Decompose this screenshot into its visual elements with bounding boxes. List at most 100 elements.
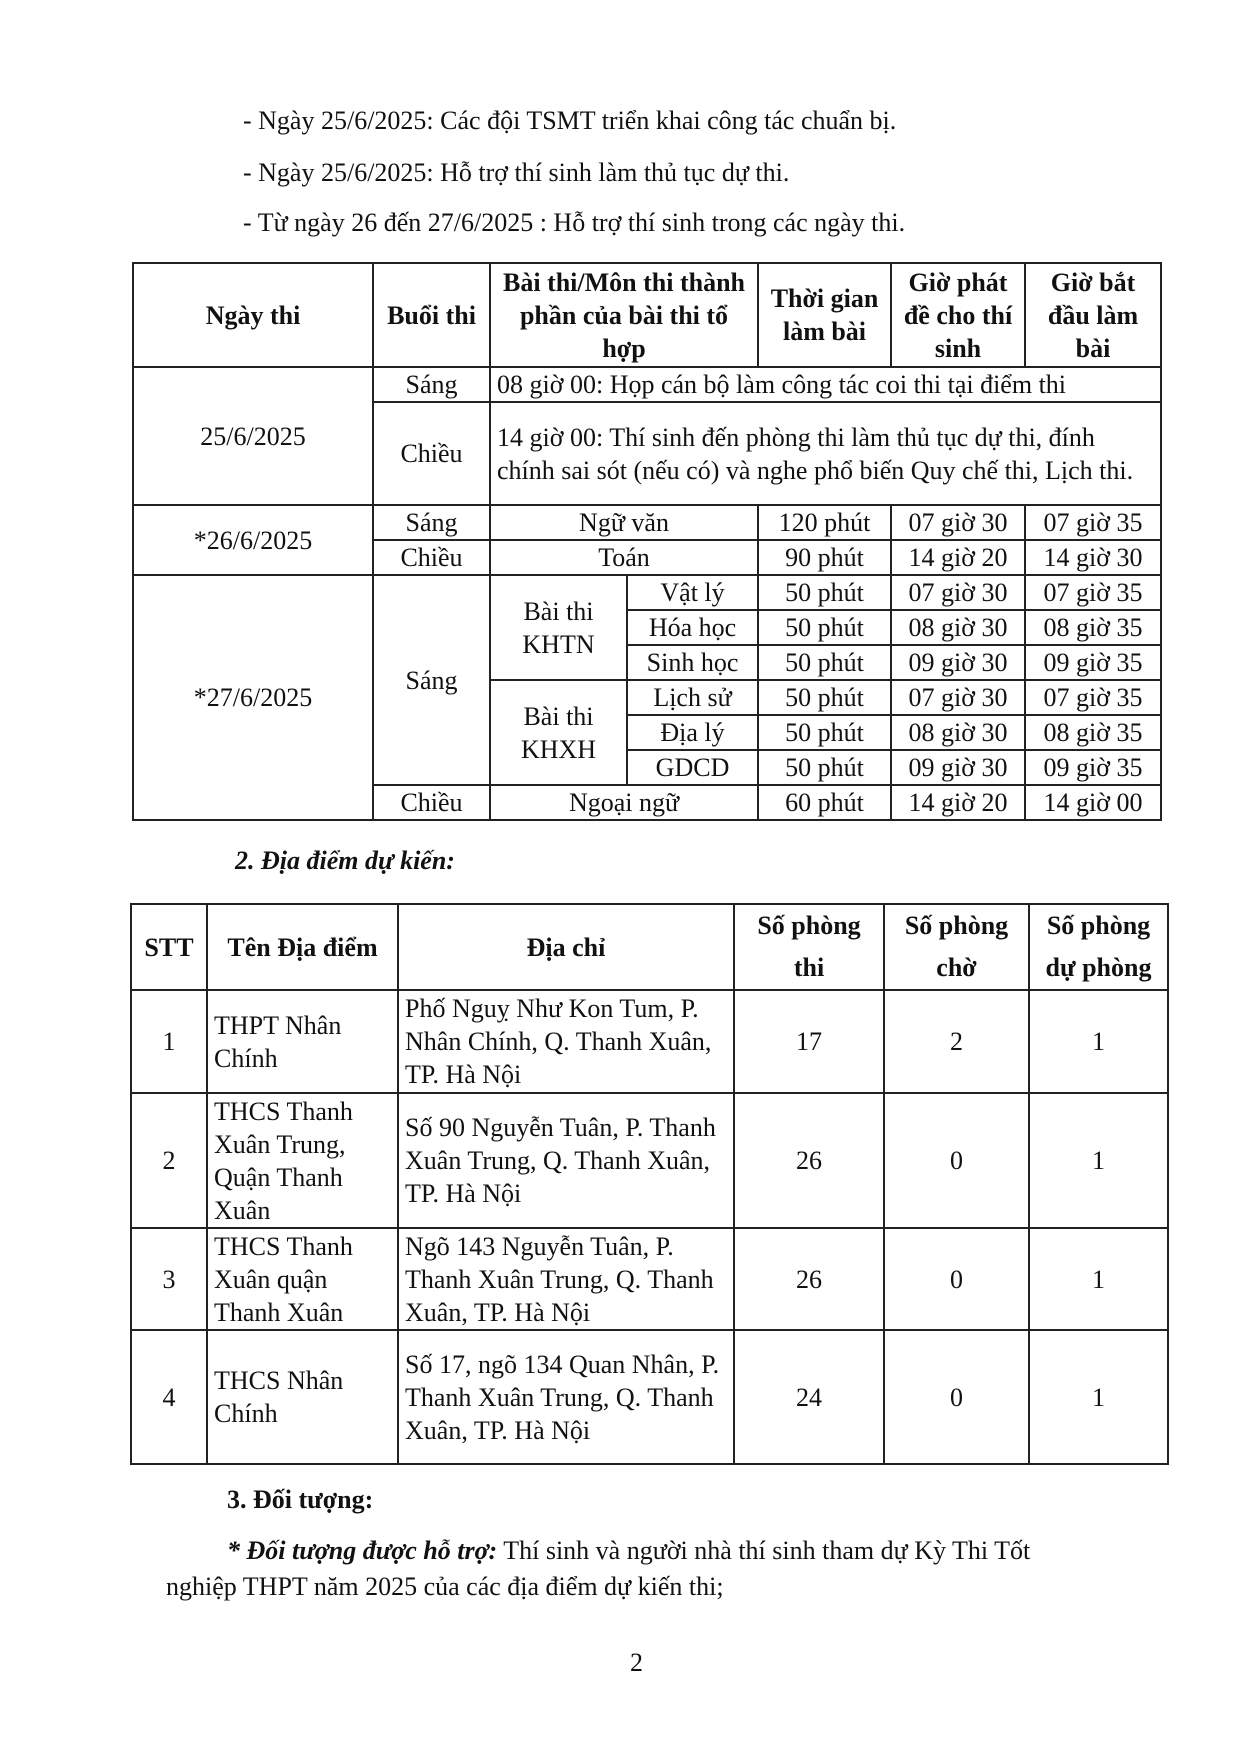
subject-cell: Sinh học [625, 644, 760, 681]
distribute-cell: 14 giờ 20 [890, 784, 1027, 821]
header-date: Ngày thi [132, 262, 374, 368]
header-start: Giờ bắt đầu làm bài [1024, 262, 1163, 368]
reserve-cell: 1 [1028, 989, 1169, 1094]
stt-cell: 3 [130, 1227, 208, 1331]
subject-cell: Vật lý [625, 574, 760, 611]
distribute-cell: 08 giờ 30 [890, 609, 1027, 646]
date-cell: 25/6/2025 [132, 366, 374, 506]
table-row: Chiều Toán 90 phút 14 giờ 20 14 giờ 30 [133, 539, 1163, 576]
page-number: 2 [630, 1648, 643, 1677]
section-3-title: 3. Đối tượng: [227, 1485, 374, 1514]
rooms-cell: 26 [733, 1092, 885, 1229]
table-row: 2 THCS Thanh Xuân Trung, Quận Thanh Xuân S… [130, 1092, 1169, 1229]
intro-line: - Ngày 25/6/2025: Hỗ trợ thí sinh làm th… [243, 158, 790, 187]
section-3-label: * Đối tượng được hỗ trợ: [227, 1536, 498, 1565]
address-cell: Phố Nguỵ Như Kon Tum, P. Nhân Chính, Q. … [397, 989, 735, 1094]
rooms-cell: 26 [733, 1227, 885, 1331]
waiting-cell: 0 [883, 1329, 1030, 1465]
subject-cell: Địa lý [625, 714, 760, 751]
session-cell: Chiều [372, 401, 491, 506]
table-row: Địa lý 50 phút 08 giờ 30 08 giờ 35 [133, 714, 1163, 751]
start-cell: 14 giờ 30 [1024, 539, 1163, 576]
stt-cell: 1 [130, 989, 208, 1094]
table-row: Chiều 14 giờ 00: Thí sinh đến phòng thi … [133, 401, 1163, 506]
header-distribute: Giờ phát đề cho thí sinh [890, 262, 1027, 368]
table-row: Hóa học 50 phút 08 giờ 30 08 giờ 35 [133, 609, 1163, 646]
exam-schedule-table: Ngày thi Buổi thi Bài thi/Môn thi thành … [132, 262, 1163, 821]
section-3-text: Thí sinh và người nhà thí sinh tham dự K… [497, 1536, 1031, 1565]
distribute-cell: 09 giờ 30 [890, 749, 1027, 786]
subject-cell: Toán [488, 539, 760, 576]
subject-cell: Ngữ văn [488, 504, 760, 541]
distribute-cell: 14 giờ 20 [890, 539, 1027, 576]
date-cell: *27/6/2025 [132, 574, 374, 821]
intro-line: - Ngày 25/6/2025: Các đội TSMT triển kha… [243, 106, 897, 135]
reserve-cell: 1 [1028, 1092, 1169, 1229]
address-cell: Số 17, ngõ 134 Quan Nhân, P. Thanh Xuân … [397, 1329, 735, 1465]
table-row: 3 THCS Thanh Xuân quận Thanh Xuân Ngõ 143 … [130, 1227, 1169, 1331]
distribute-cell: 09 giờ 30 [890, 644, 1027, 681]
duration-cell: 50 phút [757, 574, 893, 611]
start-cell: 07 giờ 35 [1024, 504, 1163, 541]
header-rooms: Số phòng thi [733, 903, 885, 991]
distribute-cell: 07 giờ 30 [890, 574, 1027, 611]
intro-line: - Từ ngày 26 đến 27/6/2025 : Hỗ trợ thí … [243, 208, 906, 237]
duration-cell: 90 phút [757, 539, 893, 576]
start-cell: 09 giờ 35 [1024, 644, 1163, 681]
note-cell: 14 giờ 00: Thí sinh đến phòng thi làm th… [488, 401, 1163, 506]
subject-cell: Hóa học [625, 609, 760, 646]
section-3-paragraph-cont: nghiệp THPT năm 2025 của các địa điểm dự… [166, 1572, 724, 1601]
table-row: 1 THPT Nhân Chính Phố Nguỵ Như Kon Tum, P.… [130, 989, 1169, 1094]
header-duration: Thời gian làm bài [757, 262, 893, 368]
group-cell: Bài thi KHXH [489, 679, 628, 786]
duration-cell: 50 phút [757, 609, 893, 646]
header-subject: Bài thi/Môn thi thành phần của bài thi t… [488, 262, 760, 368]
address-cell: Ngõ 143 Nguyễn Tuân, P. Thanh Xuân Trung… [397, 1227, 735, 1331]
distribute-cell: 07 giờ 30 [890, 504, 1027, 541]
stt-cell: 4 [130, 1329, 208, 1465]
header-row: STT Tên Địa điểm Địa chỉ Số phòng thi Số… [130, 903, 1169, 991]
table-row: *26/6/2025 Sáng Ngữ văn 120 phút 07 giờ … [132, 504, 1163, 576]
distribute-cell: 08 giờ 30 [890, 714, 1027, 751]
table-row: Bài thi KHXH Lịch sử 50 phút 07 giờ 30 0… [133, 679, 1163, 786]
header-waiting: Số phòng chờ [883, 903, 1030, 991]
start-cell: 14 giờ 00 [1024, 784, 1163, 821]
waiting-cell: 2 [883, 989, 1030, 1094]
table-row: GDCD 50 phút 09 giờ 30 09 giờ 35 [133, 749, 1163, 786]
session-cell: Chiều [372, 539, 491, 576]
table-row: 4 THCS Nhân Chính Số 17, ngõ 134 Quan Nhân… [130, 1329, 1169, 1465]
subject-cell: Ngoại ngữ [488, 784, 760, 821]
name-cell: THPT Nhân Chính [206, 989, 399, 1094]
start-cell: 07 giờ 35 [1024, 574, 1163, 611]
session-cell: Sáng [372, 574, 491, 786]
date-cell: *26/6/2025 [132, 504, 374, 576]
distribute-cell: 07 giờ 30 [890, 679, 1027, 716]
duration-cell: 50 phút [757, 679, 893, 716]
start-cell: 07 giờ 35 [1024, 679, 1163, 716]
subject-cell: GDCD [625, 749, 760, 786]
table-row: *27/6/2025 Sáng Bài thi KHTN Vật lý 50 p… [132, 574, 1163, 821]
header-address: Địa chỉ [397, 903, 735, 991]
header-row: Ngày thi Buổi thi Bài thi/Môn thi thành … [132, 262, 1163, 368]
session-cell: Chiều [372, 784, 491, 821]
start-cell: 08 giờ 35 [1024, 714, 1163, 751]
section-2-title: 2. Địa điểm dự kiến: [235, 846, 455, 875]
section-3-paragraph: * Đối tượng được hỗ trợ: Thí sinh và ngư… [227, 1536, 1030, 1566]
name-cell: THCS Thanh Xuân Trung, Quận Thanh Xuân [206, 1092, 399, 1229]
note-cell: 08 giờ 00: Họp cán bộ làm công tác coi t… [488, 366, 1163, 403]
duration-cell: 120 phút [757, 504, 893, 541]
table-row: 25/6/2025 Sáng 08 giờ 00: Họp cán bộ làm… [132, 366, 1163, 506]
header-stt: STT [130, 903, 208, 991]
waiting-cell: 0 [883, 1092, 1030, 1229]
duration-cell: 50 phút [757, 714, 893, 751]
table-row: Chiều Ngoại ngữ 60 phút 14 giờ 20 14 giờ… [133, 784, 1163, 821]
start-cell: 08 giờ 35 [1024, 609, 1163, 646]
table-row: Sinh học 50 phút 09 giờ 30 09 giờ 35 [133, 644, 1163, 681]
header-name: Tên Địa điểm [206, 903, 399, 991]
name-cell: THCS Thanh Xuân quận Thanh Xuân [206, 1227, 399, 1331]
locations-table: STT Tên Địa điểm Địa chỉ Số phòng thi Số… [130, 903, 1169, 1465]
duration-cell: 60 phút [757, 784, 893, 821]
name-cell: THCS Nhân Chính [206, 1329, 399, 1465]
header-reserve: Số phòng dự phòng [1028, 903, 1169, 991]
reserve-cell: 1 [1028, 1329, 1169, 1465]
